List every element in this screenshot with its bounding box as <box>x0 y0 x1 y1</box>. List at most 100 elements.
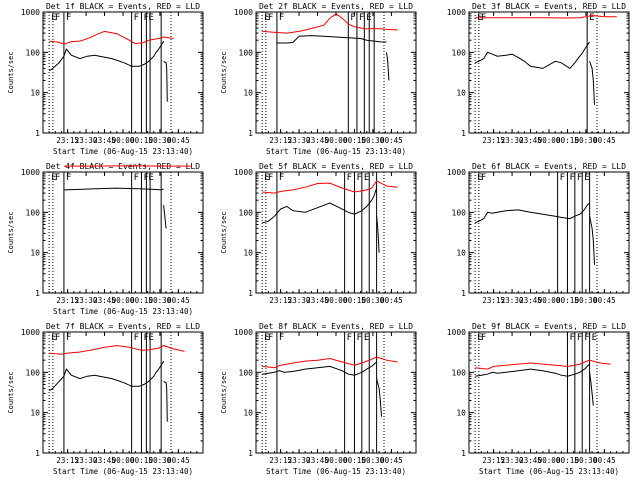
y-axis-label: Counts/sec <box>220 371 228 413</box>
x-tick-label: 23:15 <box>269 296 292 305</box>
marker-flag-label: F <box>347 173 352 183</box>
events-series-line <box>163 205 167 229</box>
x-tick-label: 23:15 <box>56 456 79 465</box>
plot-title: Det 1f BLACK = Events, RED = LLD <box>46 2 200 11</box>
x-tick-label: 00:00 <box>112 136 135 145</box>
y-tick-label: 1 <box>461 449 466 458</box>
y-tick-label: 1000 <box>234 168 253 177</box>
x-tick-label: 23:30 <box>75 296 98 305</box>
events-series-line <box>63 187 164 191</box>
x-tick-label: 00:15 <box>130 136 153 145</box>
marker-flag-label: E <box>364 173 369 183</box>
x-tick-label: 23:15 <box>56 136 79 145</box>
marker-flag-label: F <box>55 333 60 343</box>
x-tick-label: 23:45 <box>519 296 542 305</box>
x-axis-label: Start Time (06-Aug-15 23:13:40) <box>266 467 406 476</box>
x-tick-label: 00:45 <box>167 296 190 305</box>
marker-flag-label: E <box>51 13 56 23</box>
events-series-line <box>589 372 594 406</box>
marker-flag-label: E <box>592 333 597 343</box>
marker-flag-label: E <box>264 173 269 183</box>
y-tick-label: 1 <box>461 129 466 138</box>
y-tick-label: 10 <box>30 89 40 98</box>
x-tick-label: 00:15 <box>130 296 153 305</box>
plot-title: Det 9f BLACK = Events, RED = LLD <box>472 322 626 331</box>
y-axis-label: Counts/sec <box>220 51 228 93</box>
y-tick-label: 1000 <box>21 8 40 17</box>
x-axis-label: Start Time (06-Aug-15 23:13:40) <box>266 147 406 156</box>
x-tick-label: 00:00 <box>538 456 561 465</box>
y-tick-label: 1 <box>248 449 253 458</box>
y-axis-label: Counts/sec <box>7 211 15 253</box>
marker-flag-label: E <box>148 173 153 183</box>
y-tick-label: 10 <box>456 89 466 98</box>
y-tick-label: 1000 <box>447 168 466 177</box>
y-tick-label: 1 <box>35 129 40 138</box>
x-tick-label: 00:45 <box>167 136 190 145</box>
x-tick-label: 00:30 <box>362 296 385 305</box>
x-tick-label: 23:30 <box>288 136 311 145</box>
x-tick-label: 23:45 <box>93 296 116 305</box>
lld-series-line <box>49 30 174 45</box>
x-tick-label: 00:15 <box>343 456 366 465</box>
marker-flag-label: E <box>589 13 594 23</box>
x-tick-label: 00:45 <box>167 456 190 465</box>
lld-series-line <box>475 359 611 370</box>
x-tick-label: 00:15 <box>343 136 366 145</box>
plot-title: Det 2f BLACK = Events, RED = LLD <box>259 2 413 11</box>
x-tick-label: 00:45 <box>380 456 403 465</box>
marker-flag-label: E <box>51 333 56 343</box>
y-tick-label: 10 <box>243 409 253 418</box>
events-series-line <box>475 363 590 377</box>
plot-title: Det 5f BLACK = Events, RED = LLD <box>259 162 413 171</box>
events-series-line <box>262 187 378 224</box>
y-tick-label: 100 <box>26 48 41 57</box>
y-tick-label: 10 <box>243 249 253 258</box>
x-tick-label: 23:45 <box>306 456 329 465</box>
x-tick-label: 00:45 <box>593 296 616 305</box>
marker-flag-label: F <box>481 173 486 183</box>
y-axis-label: Counts/sec <box>7 51 15 93</box>
det-2f-plot: Det 2f BLACK = Events, RED = LLD 1 10 100 10… <box>220 2 417 156</box>
marker-flag-label: E <box>364 333 369 343</box>
x-tick-label: 23:45 <box>519 456 542 465</box>
marker-flag-label: F <box>569 173 574 183</box>
x-tick-label: 23:15 <box>56 296 79 305</box>
x-tick-label: 00:45 <box>593 136 616 145</box>
marker-flag-label: F <box>143 13 148 23</box>
events-series-line <box>276 35 387 44</box>
y-tick-label: 1000 <box>234 8 253 17</box>
events-series-line <box>163 380 168 422</box>
x-tick-label: 23:30 <box>288 456 311 465</box>
events-series-line <box>376 216 380 253</box>
marker-flag-label: F <box>55 13 60 23</box>
y-tick-label: 10 <box>30 409 40 418</box>
x-tick-label: 23:30 <box>288 296 311 305</box>
events-series-line <box>376 378 382 417</box>
plot-title: Det 8f BLACK = Events, RED = LLD <box>259 322 413 331</box>
marker-flag-label: F <box>481 333 486 343</box>
x-tick-label: 00:30 <box>575 456 598 465</box>
x-axis-label: Start Time (06-Aug-15 23:13:40) <box>53 467 193 476</box>
marker-flag-label: F <box>356 333 361 343</box>
x-tick-label: 00:30 <box>575 296 598 305</box>
events-series-line <box>163 60 168 102</box>
plot-frame <box>468 331 630 454</box>
marker-flag-label: F <box>356 173 361 183</box>
x-tick-label: 00:30 <box>149 456 172 465</box>
x-tick-label: 23:15 <box>269 136 292 145</box>
marker-flag-label: E <box>51 173 56 183</box>
plot-frame <box>255 331 417 454</box>
x-tick-label: 23:15 <box>482 296 505 305</box>
y-tick-label: 100 <box>452 368 467 377</box>
y-tick-label: 10 <box>30 249 40 258</box>
marker-flag-label: F <box>134 13 139 23</box>
x-tick-label: 23:30 <box>75 456 98 465</box>
det-9f-plot: Det 9f BLACK = Events, RED = LLD 1 10 100 10… <box>447 322 630 476</box>
x-tick-label: 23:15 <box>482 456 505 465</box>
marker-flag-label: E <box>366 13 371 23</box>
y-tick-label: 100 <box>26 208 41 217</box>
y-tick-label: 1000 <box>447 328 466 337</box>
marker-flag-label: F <box>560 173 565 183</box>
